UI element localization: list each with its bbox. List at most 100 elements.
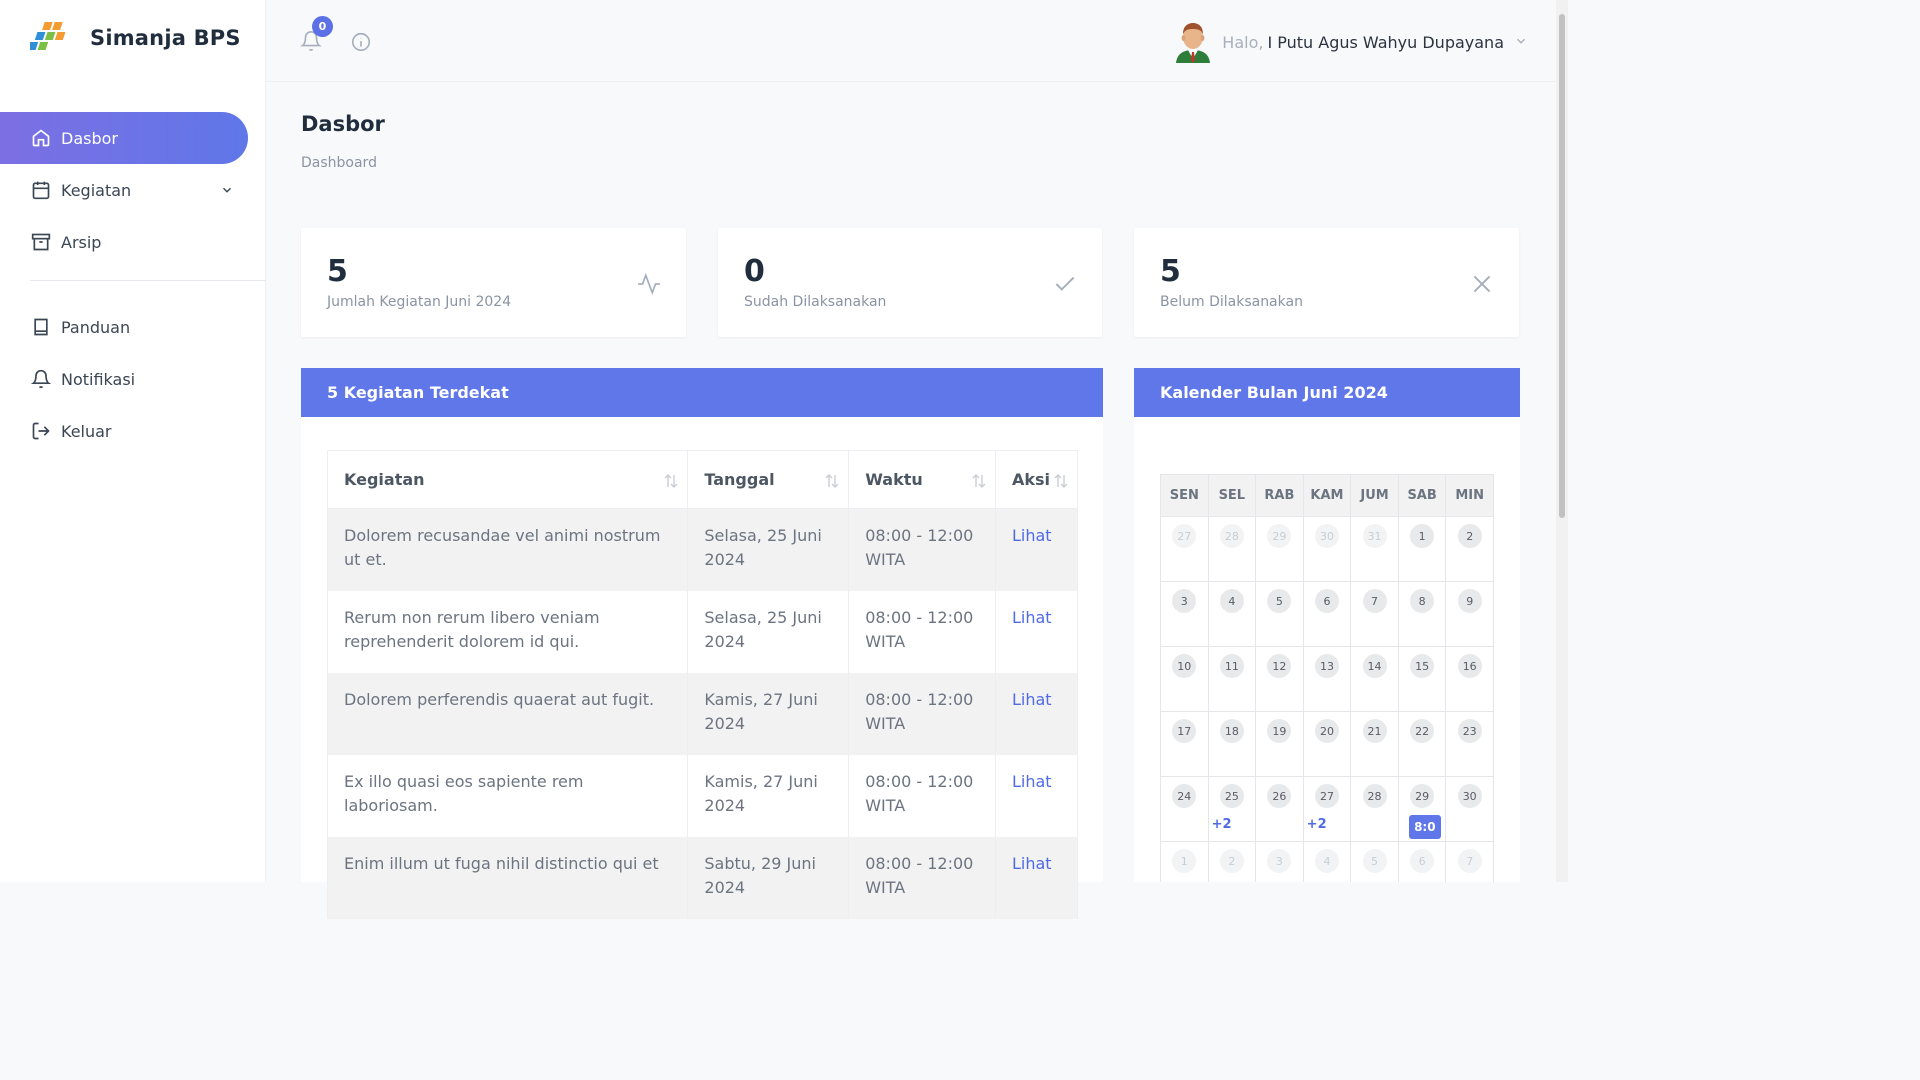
calendar-day-cell[interactable]: 6 [1302, 581, 1352, 647]
calendar-day-cell[interactable]: 28 [1350, 776, 1399, 842]
calendar-event-chip[interactable]: 8:0 [1408, 815, 1441, 839]
archive-icon [31, 232, 51, 252]
chevron-down-icon[interactable] [1514, 33, 1528, 52]
table-row: Rerum non rerum libero veniam reprehende… [326, 590, 1078, 673]
calendar-day-cell[interactable]: 30 [1445, 776, 1494, 842]
calendar-day-cell[interactable]: 11 [1207, 646, 1257, 712]
day-number: 5 [1267, 589, 1292, 613]
calendar-day-cell[interactable]: 19 [1255, 711, 1304, 777]
sort-icon[interactable] [824, 473, 840, 493]
calendar-day-cell[interactable]: 9 [1445, 581, 1494, 647]
calendar-day-cell[interactable]: 15 [1397, 646, 1447, 712]
x-icon [1469, 271, 1495, 297]
stat-label: Belum Dilaksanakan [1160, 294, 1303, 310]
notification-bell-icon[interactable] [300, 30, 324, 54]
sort-icon[interactable] [663, 473, 679, 493]
app-title: Simanja BPS [90, 26, 241, 50]
day-number: 6 [1410, 849, 1435, 873]
calendar-day-cell[interactable]: 24 [1160, 776, 1209, 842]
calendar-day-cell[interactable]: 3 [1255, 841, 1304, 882]
sidebar: Simanja BPS Dasbor Kegiatan Arsip [0, 0, 266, 882]
column-header-aksi[interactable]: Aksi [995, 450, 1078, 509]
calendar-day-cell[interactable]: 29 [1255, 516, 1304, 582]
day-number: 31 [1362, 524, 1387, 548]
sort-icon[interactable] [1053, 473, 1069, 493]
calendar-day-cell[interactable]: 2 [1207, 841, 1257, 882]
calendar-day-cell[interactable]: 21 [1350, 711, 1399, 777]
sort-icon[interactable] [971, 473, 987, 493]
calendar-day-cell[interactable]: 27 +2 [1302, 776, 1352, 842]
sidebar-item-keluar[interactable]: Keluar [0, 405, 266, 457]
sidebar-item-label: Panduan [61, 317, 131, 337]
day-number: 30 [1314, 524, 1339, 548]
day-number: 24 [1172, 784, 1197, 808]
calendar-day-cell[interactable]: 10 [1160, 646, 1209, 712]
calendar-day-cell[interactable]: 28 [1207, 516, 1257, 582]
calendar-day-cell[interactable]: 1 [1397, 516, 1447, 582]
scrollbar-thumb[interactable] [1559, 14, 1565, 518]
calendar-day-cell[interactable]: 20 [1302, 711, 1352, 777]
stat-value: 0 [744, 254, 765, 289]
calendar-day-cell[interactable]: 22 [1397, 711, 1447, 777]
calendar-day-cell[interactable]: 14 [1350, 646, 1399, 712]
chevron-down-icon[interactable] [220, 182, 234, 201]
calendar-day-cell[interactable]: 4 [1302, 841, 1352, 882]
weekday-label: MIN [1445, 474, 1494, 517]
sidebar-item-kegiatan[interactable]: Kegiatan [0, 164, 266, 216]
calendar-day-cell[interactable]: 30 [1302, 516, 1352, 582]
more-events-link[interactable]: +2 [1211, 817, 1232, 832]
calendar-day-cell[interactable]: 3 [1160, 581, 1209, 647]
view-link[interactable]: Lihat [1012, 607, 1052, 627]
day-number: 8 [1410, 589, 1435, 613]
calendar-day-cell[interactable]: 4 [1207, 581, 1257, 647]
calendar-day-cell[interactable]: 16 [1445, 646, 1494, 712]
calendar-day-cell[interactable]: 12 [1255, 646, 1304, 712]
info-icon[interactable] [350, 31, 372, 53]
view-link[interactable]: Lihat [1012, 853, 1052, 873]
cell-waktu: 08:00 - 12:00 WITA [848, 508, 996, 591]
day-number: 15 [1410, 654, 1435, 678]
table-row: Dolorem recusandae vel animi nostrum ut … [326, 508, 1078, 591]
calendar-day-cell[interactable]: 13 [1302, 646, 1352, 712]
calendar-day-cell[interactable]: 29 8:0 [1397, 776, 1447, 842]
view-link[interactable]: Lihat [1012, 771, 1052, 791]
calendar-day-cell[interactable]: 25 +2 [1207, 776, 1257, 842]
calendar-day-cell[interactable]: 2 [1445, 516, 1494, 582]
user-menu[interactable]: Halo, I Putu Agus Wahyu Dupayana [1174, 20, 1528, 64]
calendar-day-cell[interactable]: 27 [1160, 516, 1209, 582]
sidebar-item-panduan[interactable]: Panduan [0, 301, 266, 353]
column-header-tanggal[interactable]: Tanggal [687, 450, 850, 509]
column-header-waktu[interactable]: Waktu [848, 450, 996, 509]
sidebar-item-notifikasi[interactable]: Notifikasi [0, 353, 266, 405]
view-link[interactable]: Lihat [1012, 526, 1052, 545]
calendar-day-cell[interactable]: 7 [1445, 841, 1494, 882]
page-scrollbar[interactable] [1556, 0, 1568, 882]
calendar-day-cell[interactable]: 5 [1350, 841, 1399, 882]
view-link[interactable]: Lihat [1012, 689, 1052, 709]
day-number: 1 [1172, 849, 1197, 873]
brand[interactable]: Simanja BPS [27, 18, 241, 58]
calendar-day-cell[interactable]: 31 [1350, 516, 1399, 582]
calendar-day-cell[interactable]: 17 [1160, 711, 1209, 777]
calendar-day-cell[interactable]: 18 [1207, 711, 1257, 777]
calendar-day-cell[interactable]: 8 [1397, 581, 1447, 647]
sidebar-item-dasbor[interactable]: Dasbor [0, 112, 248, 164]
more-events-link[interactable]: +2 [1306, 817, 1327, 832]
calendar-day-cell[interactable]: 6 [1397, 841, 1447, 882]
calendar-day-cell[interactable]: 5 [1255, 581, 1304, 647]
day-number: 13 [1314, 654, 1339, 678]
stat-label: Sudah Dilaksanakan [744, 294, 887, 310]
calendar-day-cell[interactable]: 7 [1350, 581, 1399, 647]
table-header-row: Kegiatan Tanggal Waktu Aksi [326, 450, 1078, 509]
calendar-day-cell[interactable]: 1 [1160, 841, 1209, 882]
check-icon [1052, 271, 1078, 297]
day-number: 4 [1314, 849, 1339, 873]
table-row: Enim illum ut fuga nihil distinctio qui … [326, 836, 1078, 919]
home-icon [31, 128, 51, 148]
calendar-day-cell[interactable]: 26 [1255, 776, 1304, 842]
calendar-week-row: 24 25 +2 26 27 +2 28 29 8:0 30 [1160, 776, 1494, 842]
sidebar-item-arsip[interactable]: Arsip [0, 216, 266, 268]
cell-aksi: Lihat [995, 590, 1078, 673]
calendar-day-cell[interactable]: 23 [1445, 711, 1494, 777]
column-header-kegiatan[interactable]: Kegiatan [326, 450, 689, 509]
